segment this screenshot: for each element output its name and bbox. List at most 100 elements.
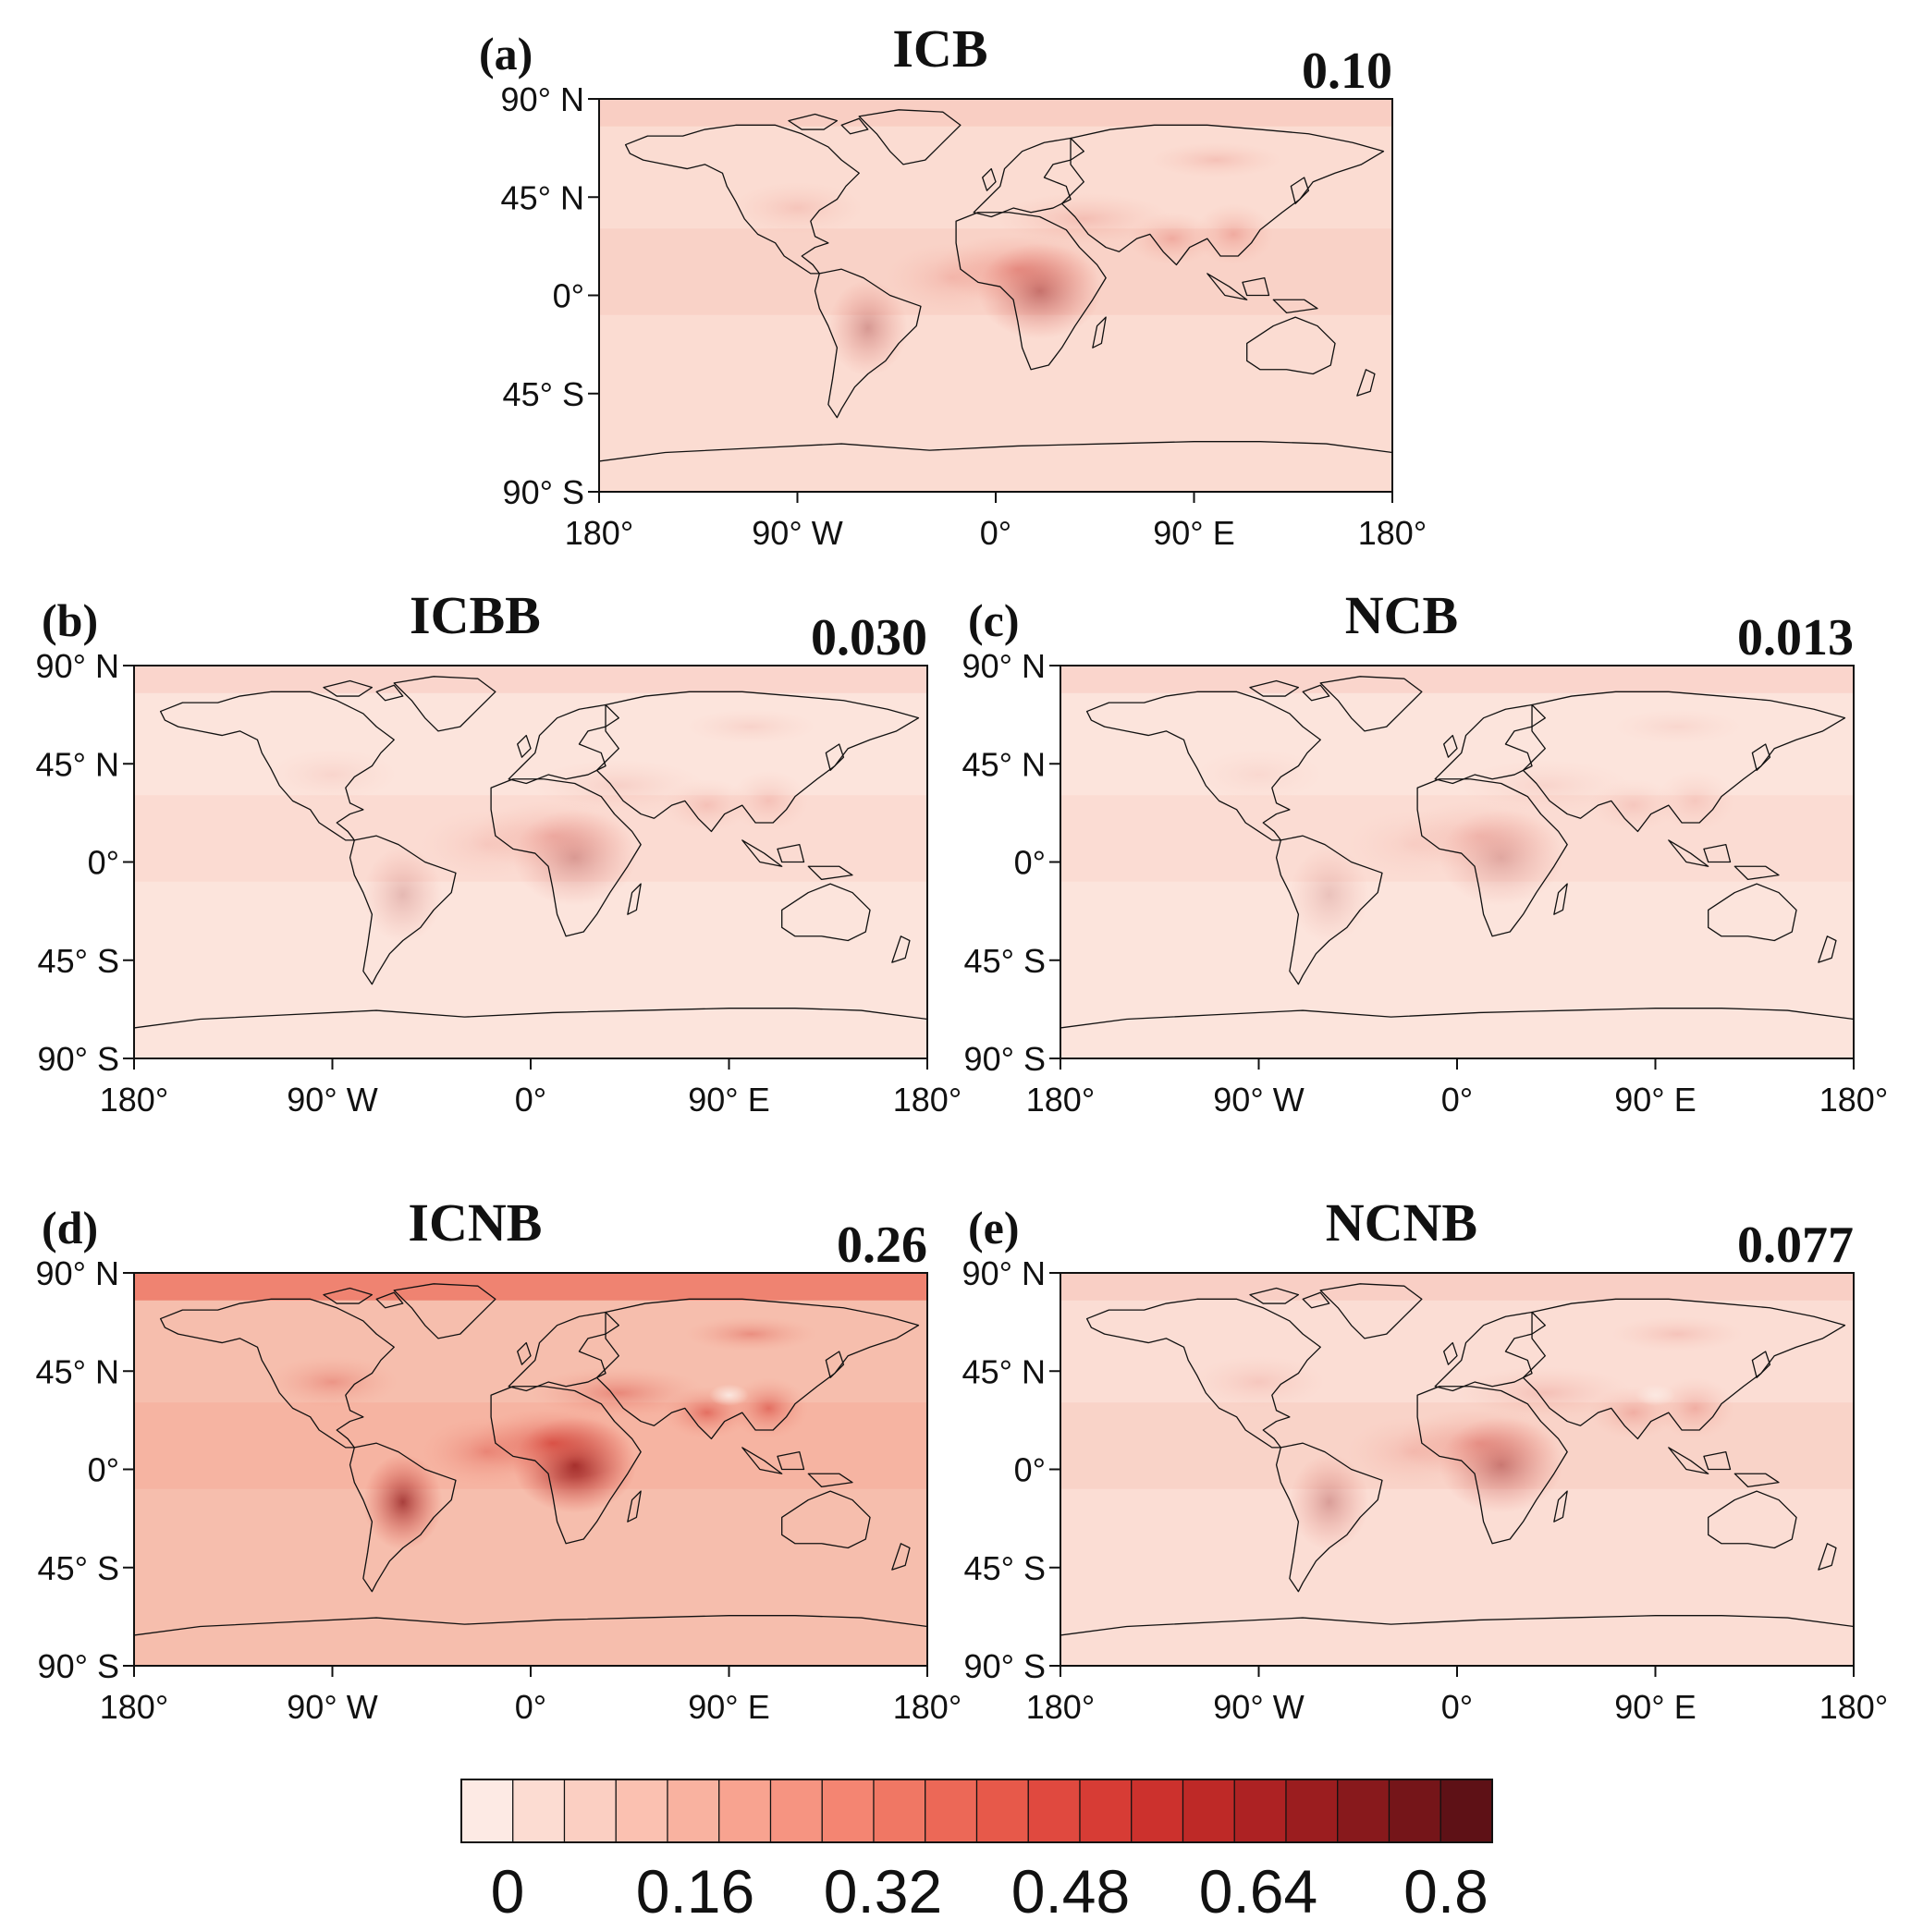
lat-tick-label: 45° S (964, 1549, 1046, 1587)
map-field (1060, 1273, 1854, 1666)
colorbar-label: 0.48 (1011, 1857, 1130, 1926)
panel-title: ICNB (408, 1192, 542, 1253)
colorbar-label: 0.64 (1199, 1857, 1317, 1926)
lon-tick-label: 180° (1026, 1688, 1095, 1726)
colorbar-swatch (1131, 1779, 1184, 1843)
lon-tick-label: 90° E (688, 1688, 769, 1726)
lon-tick-label: 0° (1441, 1688, 1473, 1726)
lat-tick-label: 45° N (962, 745, 1046, 783)
colorbar-swatch (925, 1779, 978, 1843)
colorbar-swatch (821, 1779, 875, 1843)
colorbar-swatch (563, 1779, 617, 1843)
lat-tick-label: 45° S (38, 942, 119, 980)
lon-tick-label: 180° (100, 1081, 168, 1119)
lat-tick-label: 45° S (38, 1549, 119, 1587)
lon-tick-label: 90° W (752, 514, 842, 552)
lat-tick-label: 90° N (36, 1254, 119, 1292)
lat-tick-label: 90° S (964, 1040, 1046, 1078)
colorbar-label: 0.16 (636, 1857, 754, 1926)
panel-letter: (a) (479, 28, 533, 79)
panel-letter: (b) (42, 594, 98, 646)
lon-tick-label: 180° (1358, 514, 1427, 552)
colorbar-swatch (1182, 1779, 1235, 1843)
lon-tick-label: 180° (893, 1081, 962, 1119)
lon-tick-label: 180° (1026, 1081, 1095, 1119)
lat-tick-label: 0° (1014, 844, 1046, 882)
lat-tick-label: 45° S (503, 375, 584, 413)
panel-letter: (d) (42, 1202, 98, 1253)
colorbar: 0 0.16 0.32 0.48 0.64 0.8 (460, 1779, 1493, 1926)
colorbar-swatch (975, 1779, 1029, 1843)
lat-tick-label: 90° S (503, 473, 584, 511)
lat-tick-label: 90° S (38, 1647, 119, 1685)
lat-tick-label: 90° S (38, 1040, 119, 1078)
colorbar-swatch (769, 1779, 823, 1843)
panel-mean-value: 0.030 (811, 609, 927, 666)
colorbar-swatch (1388, 1779, 1441, 1843)
lat-tick-label: 0° (88, 844, 119, 882)
lon-tick-label: 0° (515, 1081, 546, 1119)
colorbar-swatch (460, 1779, 514, 1843)
colorbar-swatch (1285, 1779, 1339, 1843)
panel-letter: (c) (968, 594, 1020, 646)
lon-tick-label: 180° (100, 1688, 168, 1726)
lon-tick-label: 180° (1819, 1688, 1888, 1726)
lon-tick-label: 0° (980, 514, 1011, 552)
map-field (599, 99, 1392, 492)
colorbar-label: 0.32 (824, 1857, 942, 1926)
lat-tick-label: 45° N (36, 745, 119, 783)
map-field (134, 1273, 927, 1666)
colorbar-swatch (667, 1779, 720, 1843)
panel-mean-value: 0.10 (1302, 43, 1392, 100)
lat-tick-label: 45° N (36, 1352, 119, 1390)
lon-tick-label: 90° E (1153, 514, 1234, 552)
panel-title: NCB (1345, 585, 1458, 645)
lat-tick-label: 45° S (964, 942, 1046, 980)
lon-tick-label: 0° (515, 1688, 546, 1726)
lat-tick-label: 90° N (501, 80, 584, 118)
lon-tick-label: 90° E (688, 1081, 769, 1119)
colorbar-label: 0 (491, 1857, 525, 1926)
colorbar-label: 0.8 (1403, 1857, 1488, 1926)
lat-tick-label: 0° (88, 1451, 119, 1489)
colorbar-swatch (1337, 1779, 1390, 1843)
panel-title: ICBB (410, 585, 541, 645)
map-field (1060, 666, 1854, 1058)
lat-tick-label: 45° N (501, 178, 584, 216)
colorbar-swatch (1079, 1779, 1133, 1843)
lon-tick-label: 90° W (287, 1688, 377, 1726)
lat-tick-label: 90° N (962, 647, 1046, 685)
lat-tick-label: 90° S (964, 1647, 1046, 1685)
lat-tick-label: 90° N (36, 647, 119, 685)
colorbar-swatch (615, 1779, 668, 1843)
panel-title: NCNB (1326, 1192, 1477, 1253)
map-field (134, 666, 927, 1058)
panel-mean-value: 0.013 (1737, 609, 1854, 666)
lon-tick-label: 180° (893, 1688, 962, 1726)
colorbar-frame (460, 1779, 1493, 1843)
colorbar-swatch (873, 1779, 926, 1843)
lon-tick-label: 180° (565, 514, 633, 552)
lat-tick-label: 90° N (962, 1254, 1046, 1292)
lon-tick-label: 90° E (1614, 1688, 1696, 1726)
lon-tick-label: 0° (1441, 1081, 1473, 1119)
colorbar-swatch (1439, 1779, 1493, 1843)
colorbar-swatch (1027, 1779, 1081, 1843)
panel-title: ICB (892, 18, 987, 79)
lon-tick-label: 90° E (1614, 1081, 1696, 1119)
lat-tick-label: 0° (553, 277, 584, 315)
lon-tick-label: 180° (1819, 1081, 1888, 1119)
lon-tick-label: 90° W (1213, 1081, 1304, 1119)
panel-letter: (e) (968, 1202, 1020, 1253)
colorbar-swatch (1233, 1779, 1287, 1843)
lat-tick-label: 0° (1014, 1451, 1046, 1489)
colorbar-swatch (512, 1779, 566, 1843)
panel-mean-value: 0.077 (1737, 1217, 1854, 1274)
lon-tick-label: 90° W (1213, 1688, 1304, 1726)
